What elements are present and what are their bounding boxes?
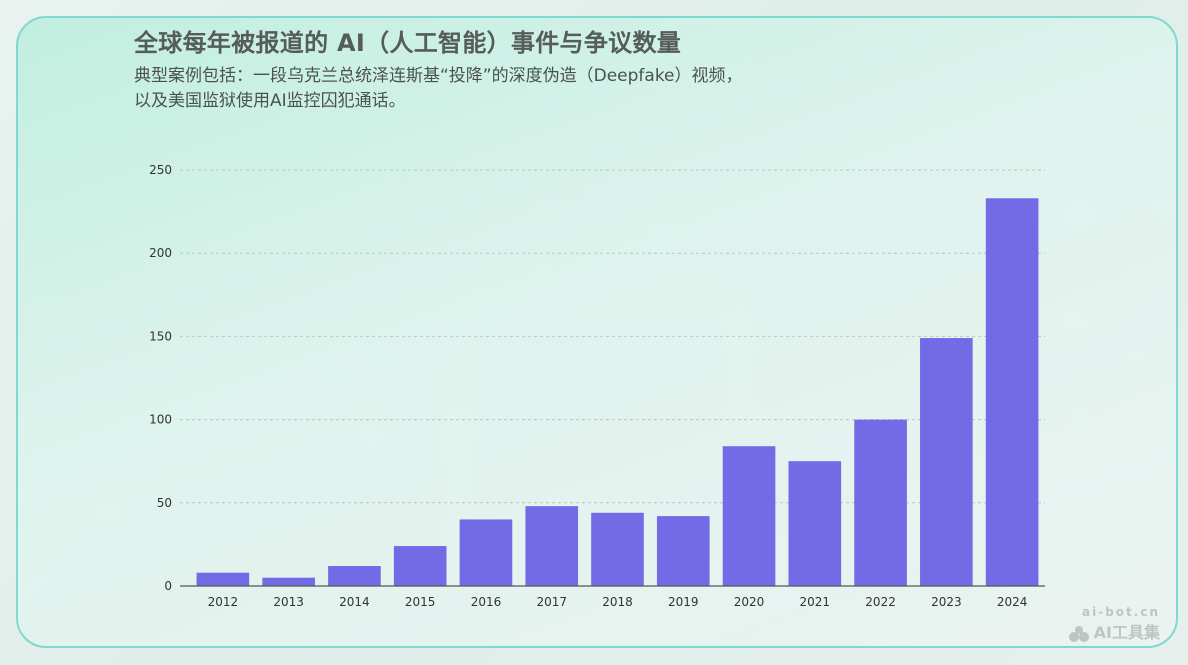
bar <box>525 506 579 586</box>
x-tick-label: 2020 <box>734 595 765 609</box>
bar <box>656 516 710 586</box>
y-tick-label: 0 <box>164 579 172 593</box>
watermark-logo-icon <box>1068 625 1089 642</box>
x-tick-label: 2024 <box>997 595 1028 609</box>
subtitle-line-2: 以及美国监狱使用AI监控囚犯通话。 <box>134 91 406 111</box>
x-tick-label: 2019 <box>668 595 699 609</box>
bar <box>393 546 447 586</box>
bar <box>788 461 842 586</box>
y-tick-label: 150 <box>149 329 172 343</box>
x-tick-label: 2023 <box>931 595 962 609</box>
x-tick-label: 2013 <box>273 595 304 609</box>
y-tick-label: 50 <box>157 496 172 510</box>
y-tick-label: 200 <box>149 246 172 260</box>
bar <box>985 198 1039 586</box>
bar <box>854 419 907 586</box>
subtitle-line-1: 典型案例包括：一段乌克兰总统泽连斯基“投降”的深度伪造（Deepfake）视频， <box>134 66 743 86</box>
bar <box>328 566 381 586</box>
bar <box>722 446 776 586</box>
x-tick-label: 2016 <box>471 595 502 609</box>
x-tick-label: 2017 <box>536 595 567 609</box>
chart-subtitle: 典型案例包括：一段乌克兰总统泽连斯基“投降”的深度伪造（Deepfake）视频，… <box>134 64 1014 114</box>
x-tick-label: 2015 <box>405 595 436 609</box>
x-tick-label: 2021 <box>800 595 831 609</box>
bar <box>459 519 513 586</box>
bar <box>262 577 315 586</box>
bar <box>196 572 250 586</box>
bar <box>591 512 644 586</box>
y-tick-label: 100 <box>149 413 172 427</box>
watermark-domain: ai-bot.cn <box>1082 605 1160 619</box>
bar <box>920 338 973 586</box>
x-tick-label: 2022 <box>865 595 896 609</box>
watermark: ai-bot.cn AI工具集 <box>1068 605 1160 643</box>
x-tick-label: 2014 <box>339 595 370 609</box>
x-tick-label: 2018 <box>602 595 633 609</box>
chart-title: 全球每年被报道的 AI（人工智能）事件与争议数量 <box>134 29 682 57</box>
watermark-name: AI工具集 <box>1093 623 1160 642</box>
y-tick-label: 250 <box>149 163 172 177</box>
x-tick-label: 2012 <box>208 595 239 609</box>
